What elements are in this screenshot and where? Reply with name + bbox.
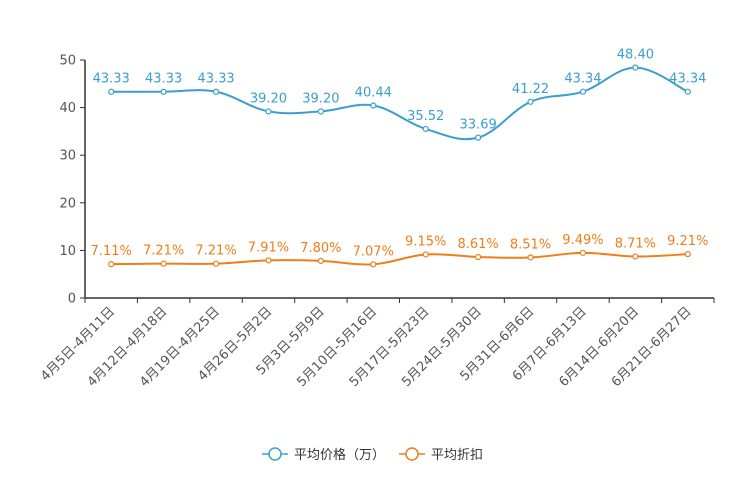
data-label: 39.20 (302, 91, 339, 106)
data-point (265, 108, 272, 115)
data-point (684, 251, 691, 258)
data-label: 48.40 (617, 48, 654, 63)
y-tick-label: 20 (59, 196, 76, 211)
y-tick-label: 10 (59, 244, 76, 259)
data-point (160, 260, 167, 267)
series-layer: 43.33 43.33 43.33 39.20 39.20 40.44 35.52 33.69… (91, 48, 708, 268)
data-label: 8.51% (510, 237, 551, 252)
data-point (212, 88, 220, 95)
data-point (317, 108, 324, 115)
data-point (684, 88, 691, 95)
data-label: 43.33 (145, 72, 182, 87)
data-label: 7.80% (300, 241, 341, 256)
data-point (527, 254, 534, 261)
data-point (108, 88, 115, 95)
data-point (475, 253, 482, 261)
axes: 010203040504月5日-4月11日4月12日-4月18日4月19日-4月… (38, 54, 715, 390)
data-point (632, 253, 639, 260)
data-point (265, 257, 272, 264)
legend-marker (405, 447, 419, 461)
y-tick-label: 30 (59, 149, 76, 164)
data-point (370, 102, 377, 109)
data-label: 43.34 (669, 72, 706, 87)
data-label: 7.91% (248, 240, 289, 255)
data-point (579, 88, 587, 95)
series-line (111, 66, 689, 141)
legend-item-1: 平均折扣 (399, 447, 483, 463)
data-label: 7.07% (353, 244, 394, 259)
data-label: 7.11% (91, 244, 132, 259)
data-label: 9.49% (562, 233, 603, 248)
legend: 平均价格（万） 平均折扣 (262, 447, 483, 463)
y-tick-label: 40 (59, 101, 76, 116)
series-0: 43.33 43.33 43.33 39.20 39.20 40.44 35.52 33.69… (93, 48, 706, 141)
series-line (111, 251, 688, 266)
legend-label: 平均价格（万） (294, 447, 385, 463)
data-label: 9.15% (405, 234, 446, 249)
legend-marker (268, 447, 282, 461)
data-point (632, 64, 639, 71)
data-label: 35.52 (407, 109, 444, 124)
y-tick-label: 0 (68, 292, 76, 307)
data-point (527, 98, 534, 105)
data-point (160, 88, 167, 95)
data-point (422, 251, 429, 258)
data-label: 43.33 (197, 72, 234, 87)
data-point (317, 257, 324, 264)
data-point (475, 134, 482, 141)
data-point (108, 261, 115, 268)
legend-label: 平均折扣 (431, 448, 483, 463)
data-label: 39.20 (250, 91, 287, 106)
data-label: 43.33 (93, 72, 130, 87)
data-label: 33.69 (460, 118, 497, 133)
data-label: 8.61% (457, 237, 498, 252)
data-label: 40.44 (355, 86, 392, 101)
data-label: 7.21% (195, 244, 236, 259)
data-label: 8.71% (615, 237, 656, 252)
data-label: 43.34 (564, 72, 601, 87)
data-point (212, 260, 220, 267)
data-label: 9.21% (667, 234, 708, 249)
data-point (370, 261, 377, 268)
data-point (579, 249, 587, 256)
data-point (422, 125, 429, 133)
legend-item-0: 平均价格（万） (262, 447, 385, 463)
series-1: 7.11% 7.21% 7.21% 7.91% 7.80% 7.07% 9.15% 8.61%… (91, 233, 708, 268)
data-label: 41.22 (512, 82, 549, 97)
data-label: 7.21% (143, 244, 184, 259)
y-tick-label: 50 (59, 54, 76, 69)
